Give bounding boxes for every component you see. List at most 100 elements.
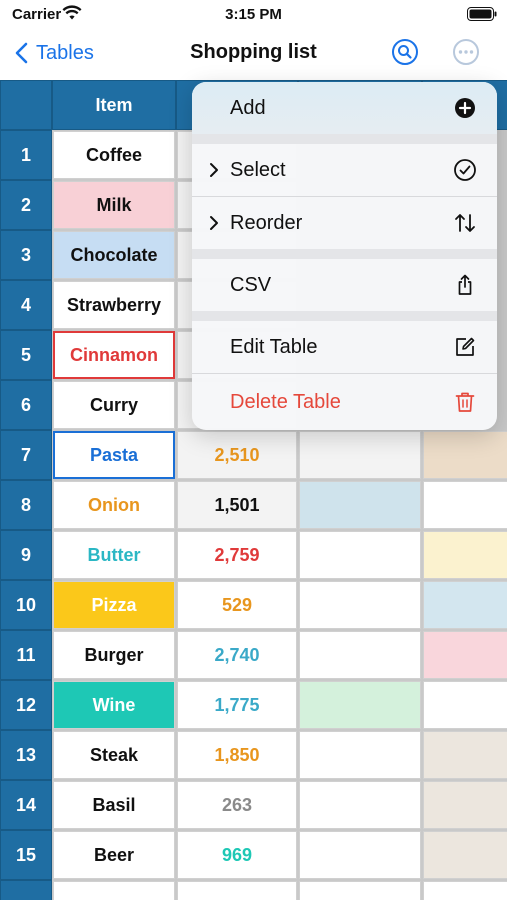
more-options-icon[interactable]: [452, 38, 480, 66]
table-cell-number[interactable]: 969: [177, 831, 297, 879]
table-cell-number[interactable]: 1,775: [177, 681, 297, 729]
menu-item-reorder[interactable]: Reorder: [192, 197, 497, 249]
row-number: 13: [0, 730, 52, 780]
table-cell[interactable]: [299, 481, 421, 529]
row-number: 10: [0, 580, 52, 630]
table-cell[interactable]: [299, 431, 421, 479]
table-cell[interactable]: [299, 631, 421, 679]
context-menu: Add Select Reorder CSV: [192, 82, 497, 430]
battery-icon: [467, 7, 497, 21]
table-cell[interactable]: [299, 881, 421, 900]
chevron-left-icon: [15, 42, 28, 64]
row-number: 9: [0, 530, 52, 580]
row-number: 11: [0, 630, 52, 680]
table-cell-item[interactable]: Cinnamon: [53, 331, 175, 379]
search-icon[interactable]: [391, 38, 419, 66]
row-number: 14: [0, 780, 52, 830]
row-number: 2: [0, 180, 52, 230]
table-cell[interactable]: [177, 881, 297, 900]
menu-separator: [192, 249, 497, 259]
trash-icon: [455, 392, 475, 412]
table-cell-number[interactable]: 529: [177, 581, 297, 629]
row-number: 1: [0, 130, 52, 180]
menu-item-label: CSV: [230, 273, 272, 296]
table-cell-item[interactable]: Butter: [53, 531, 175, 579]
table-cell-number[interactable]: 1,501: [177, 481, 297, 529]
menu-item-delete-table[interactable]: Delete Table: [192, 374, 497, 430]
carrier-label: Carrier: [12, 6, 62, 23]
chevron-right-icon: [210, 163, 218, 177]
table-cell[interactable]: [423, 881, 507, 900]
table-cell-item[interactable]: Coffee: [53, 131, 175, 179]
row-number: 15: [0, 830, 52, 880]
table-cell-item[interactable]: Steak: [53, 731, 175, 779]
row-number: 5: [0, 330, 52, 380]
table-cell[interactable]: [423, 731, 507, 779]
table-cell-number[interactable]: 1,850: [177, 731, 297, 779]
table-cell[interactable]: [299, 781, 421, 829]
table-cell[interactable]: [423, 831, 507, 879]
table-cell-number[interactable]: 2,740: [177, 631, 297, 679]
menu-item-add[interactable]: Add: [192, 82, 497, 134]
edit-icon: [456, 337, 475, 356]
table-cell-item[interactable]: Strawberry: [53, 281, 175, 329]
table-cell-item[interactable]: Wine: [53, 681, 175, 729]
table-cell-item[interactable]: Pizza: [53, 581, 175, 629]
row-number: 8: [0, 480, 52, 530]
menu-divider: [192, 373, 497, 374]
status-time: 3:15 PM: [225, 6, 282, 23]
menu-item-csv[interactable]: CSV: [192, 259, 497, 311]
menu-item-label: Reorder: [230, 211, 303, 234]
table-cell[interactable]: [423, 481, 507, 529]
column-header-item[interactable]: Item: [52, 80, 176, 130]
row-number: 6: [0, 380, 52, 430]
table-cell-item[interactable]: Burger: [53, 631, 175, 679]
table-cell[interactable]: [299, 681, 421, 729]
row-number: 4: [0, 280, 52, 330]
back-button[interactable]: Tables: [14, 38, 94, 68]
table-cell-number[interactable]: 263: [177, 781, 297, 829]
table-cell-item[interactable]: Chocolate: [53, 231, 175, 279]
menu-item-label: Select: [230, 158, 286, 181]
table-cell[interactable]: [299, 831, 421, 879]
menu-item-label: Edit Table: [230, 335, 318, 358]
menu-item-edit-table[interactable]: Edit Table: [192, 321, 497, 373]
row-number: 7: [0, 430, 52, 480]
back-button-label: Tables: [36, 41, 94, 64]
status-bar: Carrier 3:15 PM: [0, 0, 507, 30]
menu-separator: [192, 134, 497, 144]
table-cell-number[interactable]: 2,759: [177, 531, 297, 579]
table-cell-item[interactable]: Beer: [53, 831, 175, 879]
table-cell-item[interactable]: [53, 881, 175, 900]
table-cell[interactable]: [423, 531, 507, 579]
menu-item-select[interactable]: Select: [192, 144, 497, 196]
table-cell[interactable]: [299, 531, 421, 579]
table-cell[interactable]: [299, 731, 421, 779]
table-cell-item[interactable]: Curry: [53, 381, 175, 429]
chevron-right-icon: [210, 216, 218, 230]
table-cell[interactable]: [423, 431, 507, 479]
table-cell-item[interactable]: Pasta: [53, 431, 175, 479]
table-cell-item[interactable]: Onion: [53, 481, 175, 529]
row-number: [0, 880, 52, 900]
table-cell-item[interactable]: Milk: [53, 181, 175, 229]
menu-divider: [192, 196, 497, 197]
row-number: 3: [0, 230, 52, 280]
table-cell[interactable]: [423, 781, 507, 829]
table-cell[interactable]: [299, 581, 421, 629]
arrow-up-down-icon: [455, 214, 475, 232]
table-cell[interactable]: [423, 581, 507, 629]
spreadsheet-table: Item 1 Coffee 2 Milk 3 Chocolate 4 Straw…: [0, 80, 507, 900]
menu-item-label: Delete Table: [230, 390, 341, 413]
share-icon: [458, 274, 472, 295]
table-cell-number[interactable]: 2,510: [177, 431, 297, 479]
table-cell[interactable]: [423, 681, 507, 729]
navigation-bar: Tables Shopping list: [0, 30, 507, 80]
table-cell[interactable]: [423, 631, 507, 679]
menu-separator: [192, 311, 497, 321]
row-number: 12: [0, 680, 52, 730]
page-title: Shopping list: [190, 41, 317, 63]
wifi-icon: [62, 5, 82, 20]
menu-item-label: Add: [230, 96, 266, 119]
table-cell-item[interactable]: Basil: [53, 781, 175, 829]
